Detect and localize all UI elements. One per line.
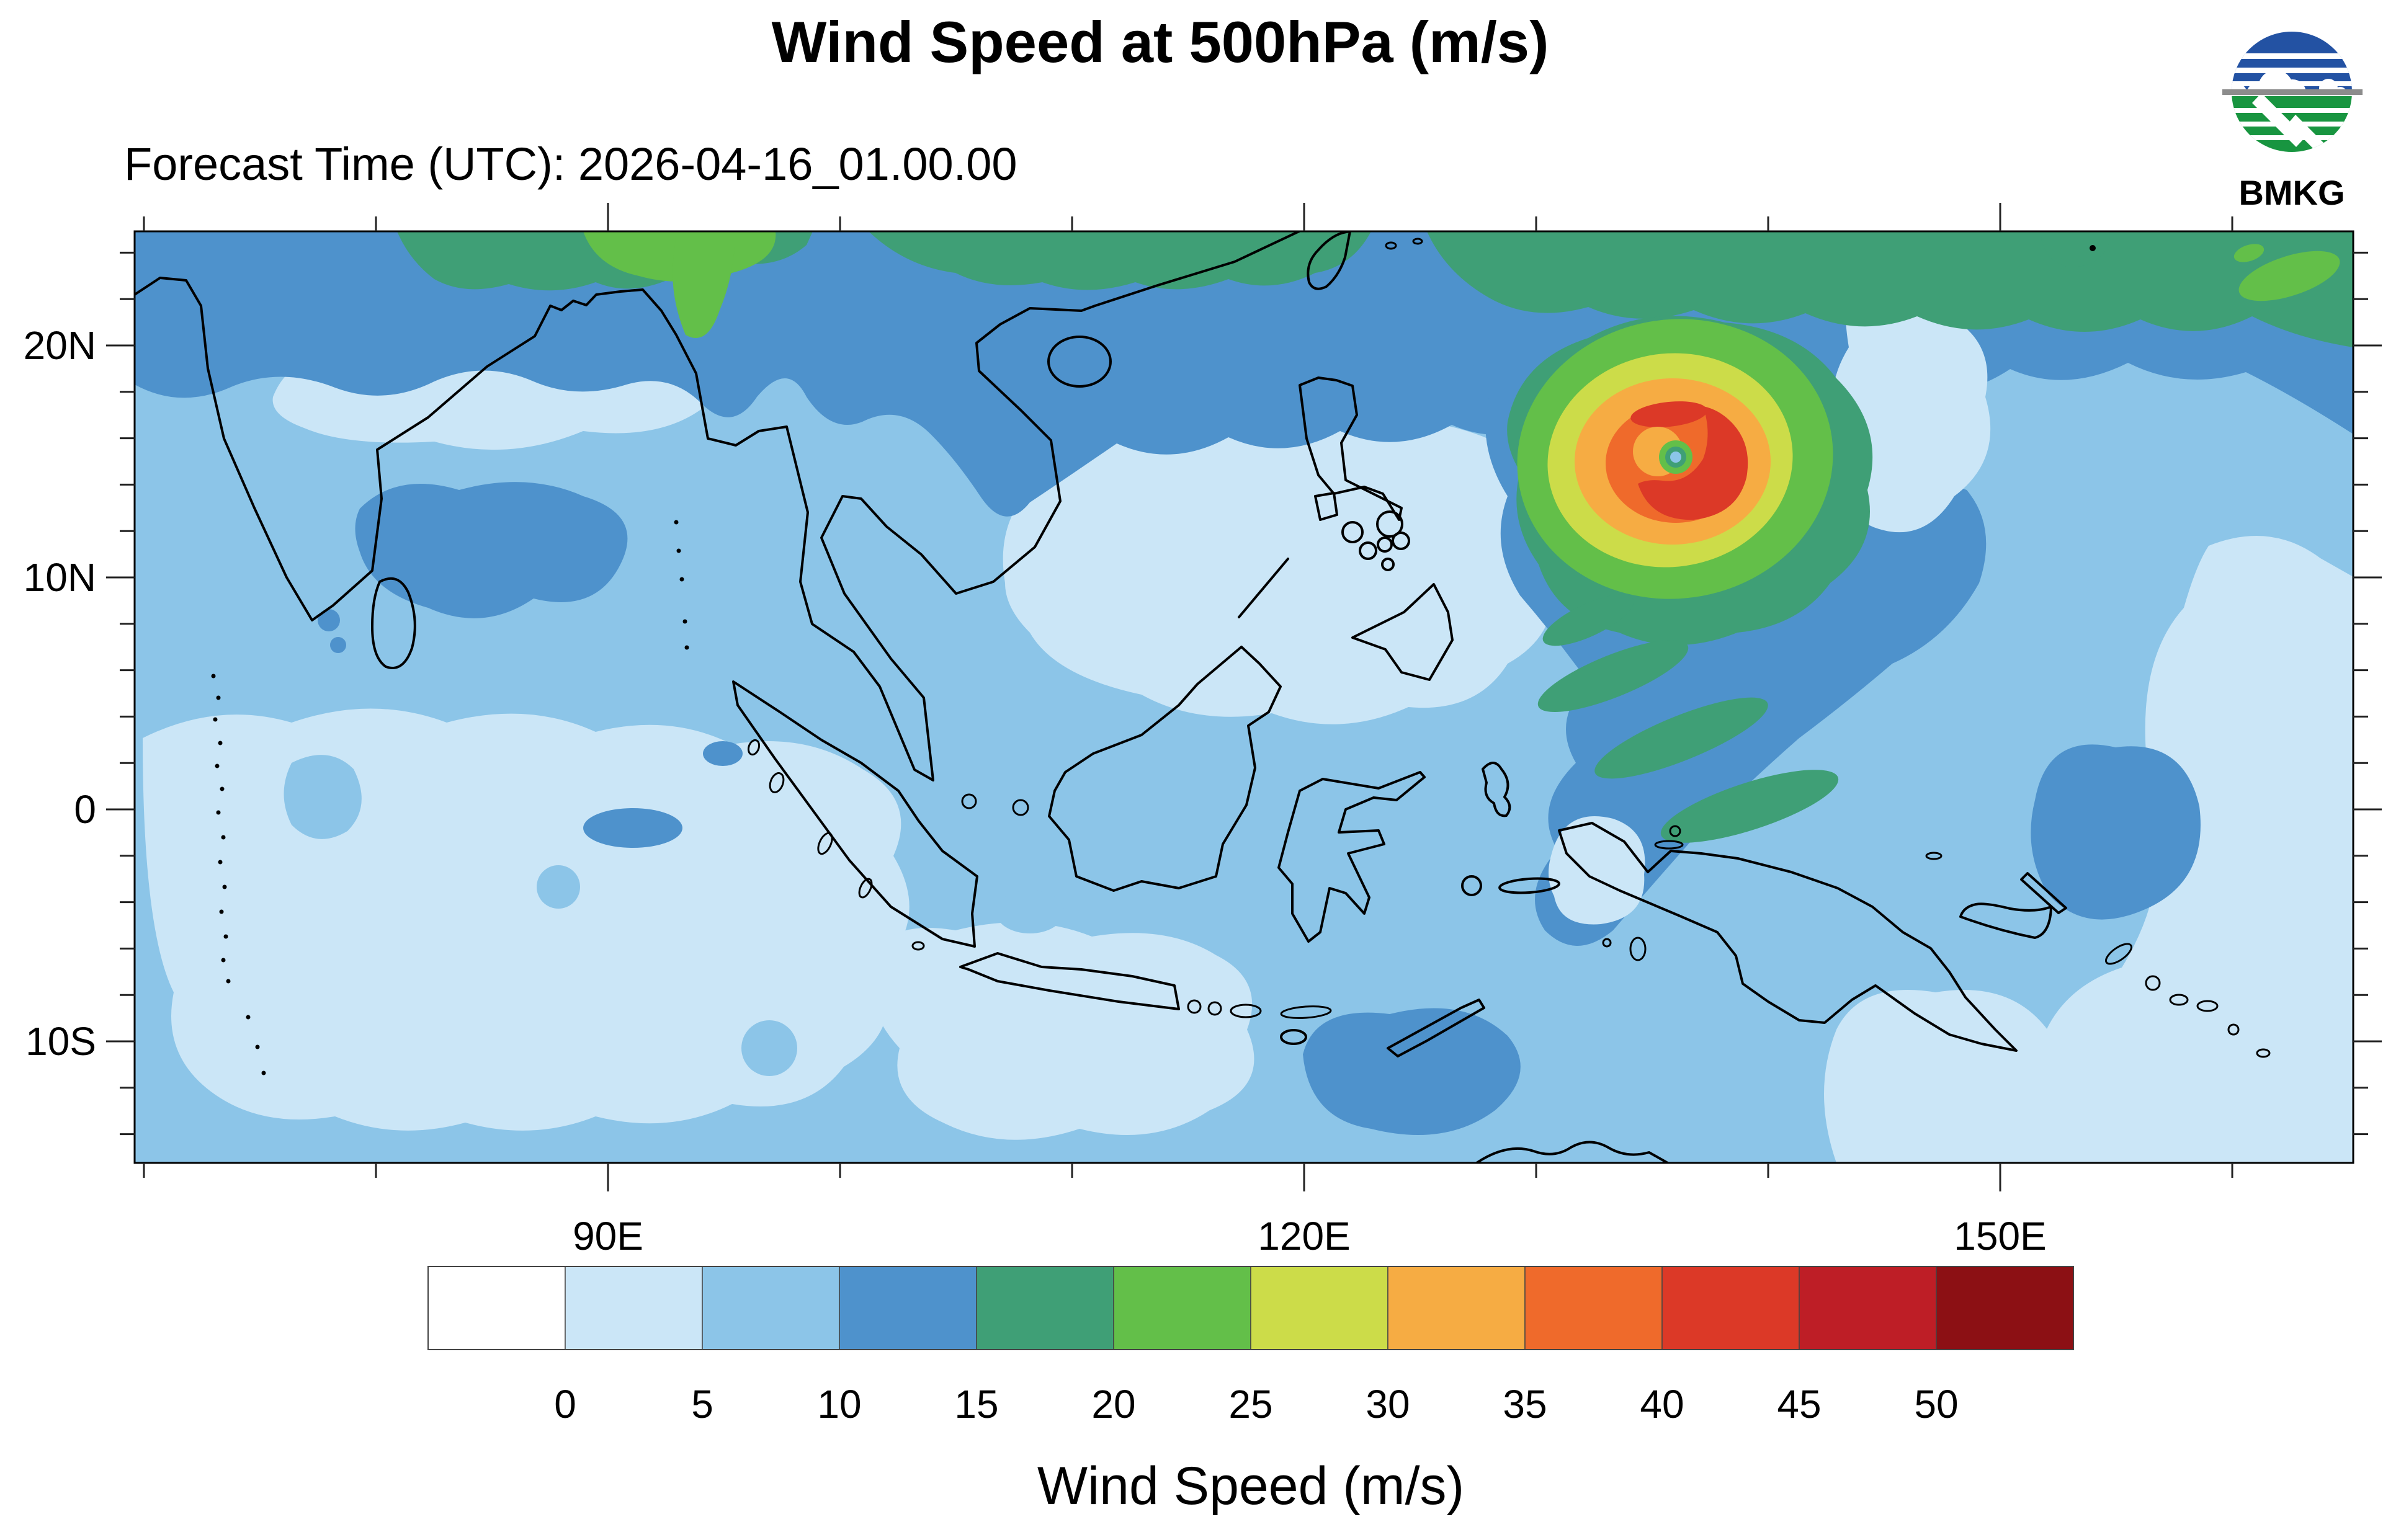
- colorbar-tick-label: 50: [1914, 1382, 1958, 1427]
- colorbar-tick-label: 5: [691, 1382, 713, 1427]
- page-title: Wind Speed at 500hPa (m/s): [772, 9, 1549, 74]
- colorbar-cell: [1661, 1266, 1800, 1350]
- colorbar-cell: [565, 1266, 703, 1350]
- colorbar-tick-label: 15: [954, 1382, 998, 1427]
- colorbar-cell: [1936, 1266, 2074, 1350]
- colorbar-tick-label: 35: [1503, 1382, 1547, 1427]
- andaman-island-dots: [674, 520, 689, 650]
- colorbar-cell: [1799, 1266, 1937, 1350]
- colorbar-tick-label: 45: [1777, 1382, 1821, 1427]
- colorbar-cell: [1113, 1266, 1251, 1350]
- y-tick-label: 20N: [24, 323, 96, 368]
- y-axis-latitude: 20N 10N 0 10S: [24, 251, 2382, 1136]
- colorbar-cell: [1250, 1266, 1388, 1350]
- colorbar-cell: [427, 1266, 566, 1350]
- colorbar: 0 5 10 15 20 25 30 35 40 45 50: [427, 1266, 2074, 1427]
- map-frame: [133, 230, 2354, 1164]
- colorbar-title: Wind Speed (m/s): [1037, 1456, 1464, 1516]
- colorbar-cell: [1387, 1266, 1526, 1350]
- colorbar-cell: [1524, 1266, 1663, 1350]
- y-tick-label: 10N: [24, 555, 96, 600]
- colorbar-tick-label: 0: [554, 1382, 576, 1427]
- bmkg-logo-text: BMKG: [2238, 173, 2345, 212]
- forecast-time-label: Forecast Time (UTC): 2026-04-16_01.00.00: [124, 138, 1017, 190]
- x-tick-label: 120E: [1258, 1214, 1350, 1258]
- colorbar-cell: [839, 1266, 977, 1350]
- y-tick-label: 0: [74, 787, 96, 832]
- colorbar-tick-label: 20: [1091, 1382, 1135, 1427]
- colorbar-cell: [702, 1266, 840, 1350]
- colorbar-tick-label: 30: [1366, 1382, 1410, 1427]
- y-tick-label: 10S: [25, 1019, 96, 1064]
- colorbar-tick-label: 25: [1228, 1382, 1272, 1427]
- wind-speed-field: [135, 231, 2353, 1163]
- bmkg-logo-icon: BMKG: [2222, 32, 2363, 212]
- colorbar-tick-label: 40: [1640, 1382, 1684, 1427]
- colorbar-tick-label: 10: [817, 1382, 861, 1427]
- colorbar-cell: [976, 1266, 1114, 1350]
- coastlines: [135, 231, 2271, 1163]
- maldives-island-dots: [211, 674, 266, 1075]
- x-tick-label: 90E: [573, 1214, 643, 1258]
- x-tick-label: 150E: [1954, 1214, 2046, 1258]
- x-axis-longitude: 90E 120E 150E: [143, 203, 2233, 1258]
